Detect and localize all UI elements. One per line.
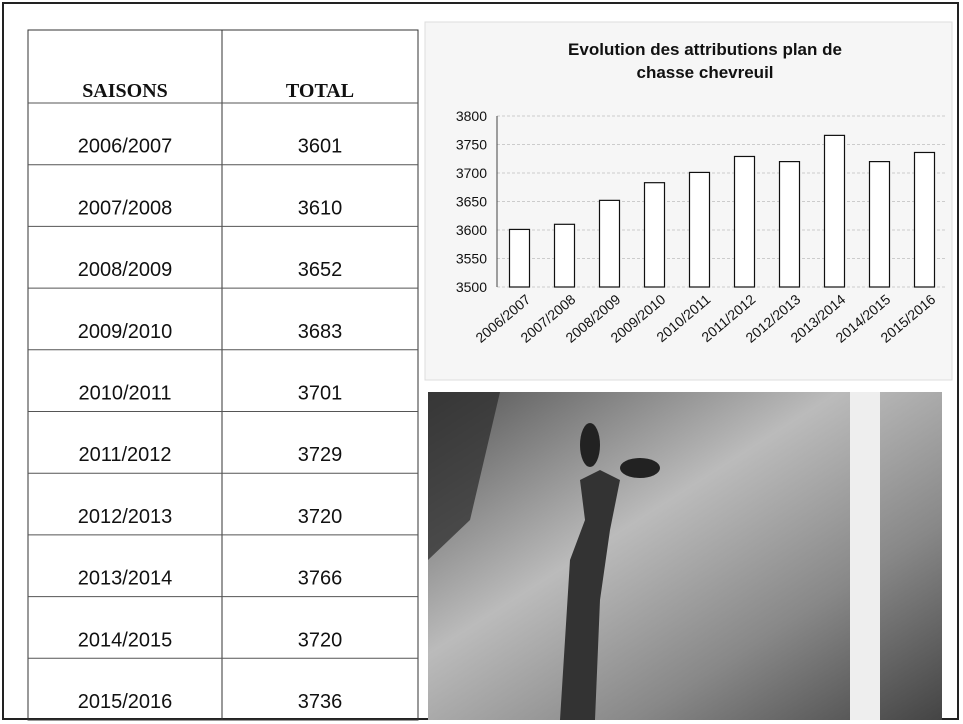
y-tick-label: 3650 [456, 194, 487, 210]
table-cell: 2014/2015 [78, 629, 173, 651]
table-cell: 3601 [298, 136, 343, 158]
table-cell: 3766 [298, 568, 343, 590]
table-cell: 3720 [298, 506, 343, 528]
table-cell: 3652 [298, 259, 343, 281]
table-cell: 3701 [298, 383, 343, 405]
table-cell: 3610 [298, 197, 343, 219]
bar [645, 183, 665, 287]
bar [690, 172, 710, 287]
table-cell: 2012/2013 [78, 506, 173, 528]
bar [510, 229, 530, 287]
table-cell: 2013/2014 [78, 568, 173, 590]
y-tick-label: 3800 [456, 108, 487, 124]
bar [555, 224, 575, 287]
table-cell: 3720 [298, 629, 343, 651]
header-cell: SAISONS [82, 80, 168, 102]
y-tick-label: 3700 [456, 165, 487, 181]
bar [600, 200, 620, 287]
table-border [28, 30, 418, 720]
bar [870, 162, 890, 287]
table-cell: 2011/2012 [78, 444, 171, 466]
header-cell: TOTAL [286, 80, 354, 102]
table-cell: 3736 [298, 691, 343, 713]
bar [780, 162, 800, 287]
y-tick-label: 3600 [456, 222, 487, 238]
photo [428, 392, 942, 720]
table-cell: 2010/2011 [78, 383, 171, 405]
table-cell: 2015/2016 [78, 691, 173, 713]
table-cell: 2008/2009 [78, 259, 173, 281]
bar [825, 135, 845, 287]
chart-title: chasse chevreuil [636, 63, 773, 82]
y-tick-label: 3550 [456, 251, 487, 267]
table-cell: 2006/2007 [78, 136, 173, 158]
table-cell: 2007/2008 [78, 197, 173, 219]
table: SAISONS TOTAL 2006/2007 3601 2007/2008 3610 20… [28, 30, 418, 720]
table-cell: 3729 [298, 444, 343, 466]
table-cell: 2009/2010 [78, 321, 173, 343]
page: Evolution des attributions plan de chass… [0, 0, 963, 724]
bar [915, 152, 935, 287]
y-tick-label: 3500 [456, 279, 487, 295]
table-cell: 3683 [298, 321, 343, 343]
chart-title: Evolution des attributions plan de [568, 40, 842, 59]
y-tick-label: 3750 [456, 137, 487, 153]
bar [735, 156, 755, 287]
